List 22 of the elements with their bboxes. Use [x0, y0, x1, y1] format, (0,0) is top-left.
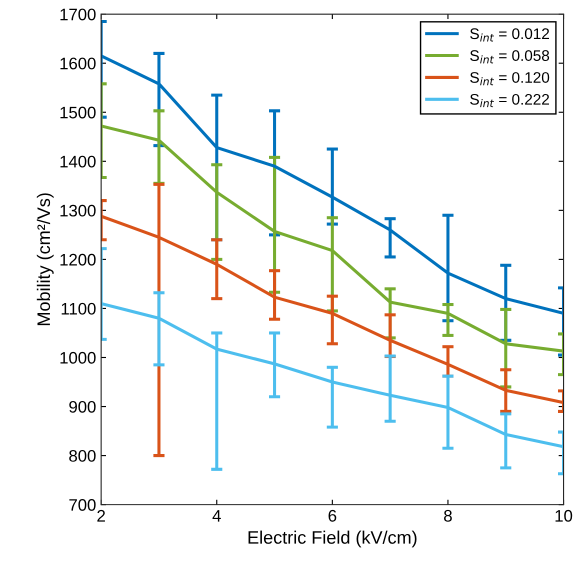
x-tick-label: 10 [556, 510, 572, 522]
y-tick-label: 1700 [60, 8, 96, 20]
y-tick-label: 700 [69, 499, 96, 511]
y-tick-label: 1400 [60, 156, 96, 168]
x-axis-title: Electric Field (kV/cm) [248, 530, 416, 548]
y-tick-label: 1000 [60, 352, 96, 364]
x-tick-label: 6 [328, 510, 336, 522]
y-tick-label: 1600 [60, 58, 96, 70]
legend-label: S$_{int}$ = 0.012 [470, 28, 550, 42]
y-axis-title: Mobility (cm²/Vs) [36, 193, 54, 326]
x-tick-label: 8 [444, 510, 452, 522]
legend-label: S$_{int}$ = 0.120 [470, 72, 550, 86]
legend-label: S$_{int}$ = 0.058 [470, 50, 550, 64]
y-tick-label: 1100 [62, 302, 96, 315]
x-tick-label: 4 [212, 510, 221, 522]
legend-label: S$_{int}$ = 0.222 [470, 94, 550, 108]
y-tick-label: 800 [69, 450, 96, 462]
y-tick-label: 1500 [60, 106, 96, 118]
x-tick-label: 2 [97, 510, 105, 522]
y-tick-label: 900 [69, 400, 96, 413]
y-tick-label: 1200 [60, 254, 96, 266]
y-tick-label: 1300 [60, 204, 96, 217]
